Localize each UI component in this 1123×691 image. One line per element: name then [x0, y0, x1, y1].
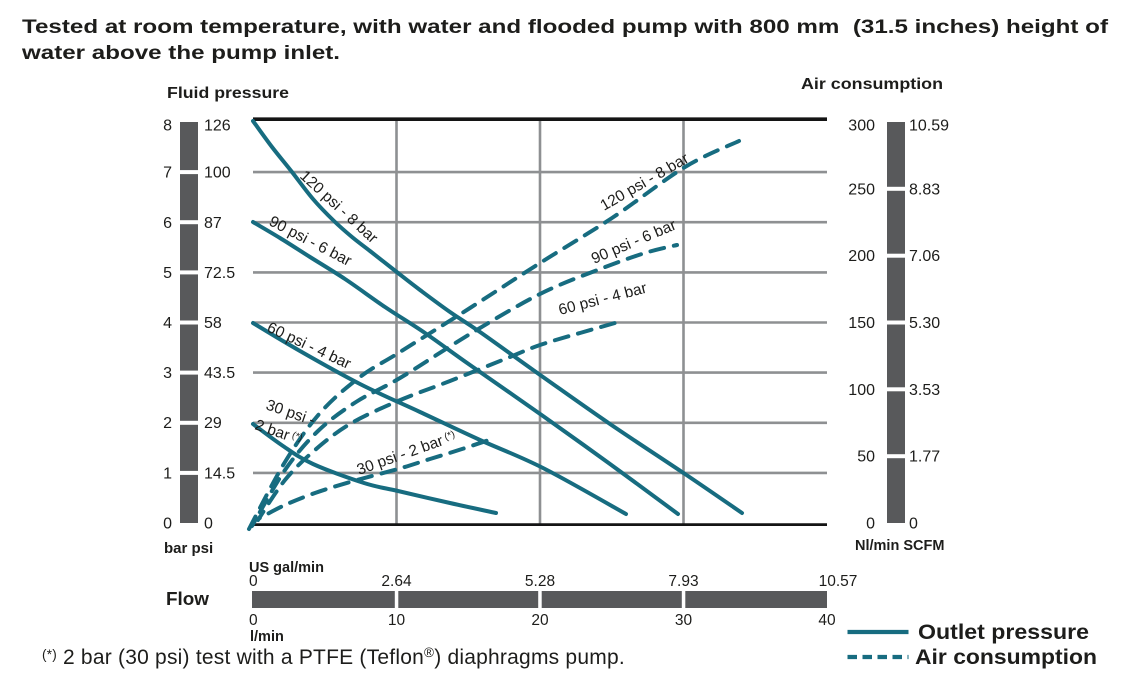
- svg-text:150: 150: [848, 315, 875, 332]
- svg-text:7.93: 7.93: [668, 573, 698, 590]
- svg-text:8: 8: [163, 118, 172, 135]
- svg-text:0: 0: [866, 516, 875, 533]
- svg-text:3: 3: [163, 365, 172, 382]
- svg-text:4: 4: [163, 315, 172, 332]
- svg-text:7.06: 7.06: [909, 248, 940, 265]
- svg-text:300: 300: [848, 118, 875, 135]
- svg-text:1: 1: [163, 465, 172, 482]
- svg-text:Flow: Flow: [166, 589, 210, 609]
- svg-text:water above the pump inlet.: water above the pump inlet.: [21, 42, 340, 64]
- svg-text:7: 7: [163, 165, 172, 182]
- svg-text:Air consumption: Air consumption: [915, 645, 1097, 669]
- svg-text:0: 0: [249, 573, 258, 590]
- svg-text:bar psi: bar psi: [164, 540, 213, 557]
- svg-text:10.59: 10.59: [909, 118, 949, 135]
- svg-text:2: 2: [163, 415, 172, 432]
- svg-text:5: 5: [163, 265, 172, 282]
- svg-text:Nl/min SCFM: Nl/min SCFM: [855, 538, 944, 554]
- svg-text:Outlet pressure: Outlet pressure: [918, 620, 1089, 644]
- svg-text:8.83: 8.83: [909, 181, 940, 198]
- svg-text:10.57: 10.57: [819, 573, 858, 590]
- svg-text:Air consumption: Air consumption: [801, 76, 943, 93]
- svg-text:0: 0: [204, 516, 213, 533]
- svg-text:40: 40: [818, 612, 836, 629]
- svg-text:43.5: 43.5: [204, 365, 235, 382]
- svg-text:10: 10: [388, 612, 406, 629]
- svg-text:50: 50: [857, 449, 875, 466]
- svg-text:0: 0: [163, 516, 172, 533]
- svg-text:100: 100: [848, 382, 875, 399]
- svg-text:20: 20: [531, 612, 549, 629]
- svg-text:14.5: 14.5: [204, 465, 235, 482]
- svg-text:0: 0: [249, 612, 258, 629]
- svg-text:5.30: 5.30: [909, 315, 940, 332]
- svg-text:29: 29: [204, 415, 222, 432]
- svg-text:US gal/min: US gal/min: [249, 560, 324, 576]
- svg-text:30: 30: [675, 612, 693, 629]
- svg-text:3.53: 3.53: [909, 382, 940, 399]
- svg-text:1.77: 1.77: [909, 449, 940, 466]
- svg-text:Tested at room temperature, wi: Tested at room temperature, with water a…: [22, 16, 1109, 38]
- svg-text:200: 200: [848, 248, 875, 265]
- svg-text:126: 126: [204, 118, 231, 135]
- svg-text:5.28: 5.28: [525, 573, 555, 590]
- svg-text:2.64: 2.64: [381, 573, 412, 590]
- svg-text:58: 58: [204, 315, 222, 332]
- svg-text:Fluid pressure: Fluid pressure: [167, 85, 289, 102]
- svg-text:250: 250: [848, 181, 875, 198]
- svg-text:87: 87: [204, 215, 222, 232]
- svg-text:100: 100: [204, 165, 231, 182]
- svg-text:0: 0: [909, 516, 918, 533]
- svg-text:l/min: l/min: [250, 629, 284, 645]
- svg-text:72.5: 72.5: [204, 265, 235, 282]
- svg-text:6: 6: [163, 215, 172, 232]
- svg-text:(*) 2 bar (30 psi) test with a: (*) 2 bar (30 psi) test with a PTFE (Tef…: [42, 645, 625, 669]
